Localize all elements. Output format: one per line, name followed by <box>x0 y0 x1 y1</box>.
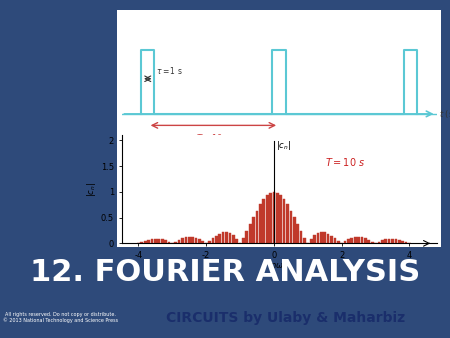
Bar <box>360 237 363 243</box>
Bar <box>300 231 302 243</box>
Bar <box>154 239 157 243</box>
Bar <box>354 237 356 243</box>
Bar <box>191 237 194 243</box>
Bar <box>164 240 167 243</box>
Bar <box>303 238 306 243</box>
Bar <box>147 240 150 243</box>
Bar <box>262 199 265 243</box>
Bar <box>249 224 252 243</box>
Bar <box>222 233 225 243</box>
Bar <box>181 238 184 243</box>
Bar <box>167 242 170 243</box>
Bar <box>140 242 143 243</box>
Bar <box>320 232 323 243</box>
Bar <box>296 224 299 243</box>
Bar <box>279 195 282 243</box>
Bar <box>252 217 255 243</box>
Text: $\tau = 1$ s: $\tau = 1$ s <box>156 65 182 76</box>
Text: CIRCUITS by Ulaby & Maharbiz: CIRCUITS by Ulaby & Maharbiz <box>166 311 405 325</box>
Bar <box>388 239 391 243</box>
Text: $T = 10$ s: $T = 10$ s <box>196 132 231 143</box>
Bar <box>269 193 272 243</box>
Bar <box>364 238 367 243</box>
Bar <box>324 233 326 243</box>
Bar <box>384 239 387 243</box>
Bar <box>405 242 407 243</box>
Bar <box>259 204 262 243</box>
X-axis label: $n\omega_0$: $n\omega_0$ <box>270 261 288 272</box>
Bar <box>198 239 201 243</box>
Bar <box>232 235 234 243</box>
Bar <box>381 240 384 243</box>
Bar <box>327 234 329 243</box>
Bar <box>351 238 353 243</box>
Bar <box>378 242 380 243</box>
Bar <box>208 241 211 243</box>
Bar <box>273 192 275 243</box>
Bar <box>395 239 397 243</box>
Bar <box>317 233 319 243</box>
Bar <box>212 238 214 243</box>
Bar <box>337 241 340 243</box>
Bar <box>333 238 336 243</box>
Bar <box>225 232 228 243</box>
Bar <box>357 237 360 243</box>
Bar <box>174 242 177 243</box>
Bar <box>371 242 373 243</box>
Bar <box>229 233 231 243</box>
Bar <box>161 239 163 243</box>
Text: $|c_n|$: $|c_n|$ <box>275 139 291 152</box>
Bar <box>313 235 316 243</box>
Bar <box>184 237 187 243</box>
Bar <box>276 193 279 243</box>
Y-axis label: $|c_n|$: $|c_n|$ <box>85 182 98 197</box>
Bar <box>391 239 394 243</box>
Bar <box>158 239 160 243</box>
Text: $T = 10$ s: $T = 10$ s <box>325 156 365 168</box>
Bar <box>347 239 350 243</box>
Bar <box>215 236 218 243</box>
Bar <box>398 240 400 243</box>
Bar <box>266 195 269 243</box>
Text: $t$ (s): $t$ (s) <box>439 108 450 120</box>
Bar <box>202 241 204 243</box>
Bar <box>367 240 370 243</box>
Bar <box>188 237 191 243</box>
Bar <box>235 239 238 243</box>
Bar <box>151 239 153 243</box>
Bar <box>195 238 198 243</box>
Bar <box>344 241 346 243</box>
Bar <box>330 236 333 243</box>
Bar <box>245 231 248 243</box>
Bar <box>289 211 292 243</box>
Text: 12. FOURIER ANALYSIS: 12. FOURIER ANALYSIS <box>30 258 420 287</box>
Bar <box>178 240 180 243</box>
Bar <box>293 217 296 243</box>
Bar <box>401 241 404 243</box>
Bar <box>310 239 313 243</box>
Bar <box>242 238 245 243</box>
Bar <box>144 241 147 243</box>
Bar <box>283 199 285 243</box>
Bar <box>286 204 289 243</box>
Text: All rights reserved. Do not copy or distribute.
© 2013 National Technology and S: All rights reserved. Do not copy or dist… <box>3 312 118 323</box>
Bar <box>256 211 258 243</box>
Bar <box>218 234 221 243</box>
